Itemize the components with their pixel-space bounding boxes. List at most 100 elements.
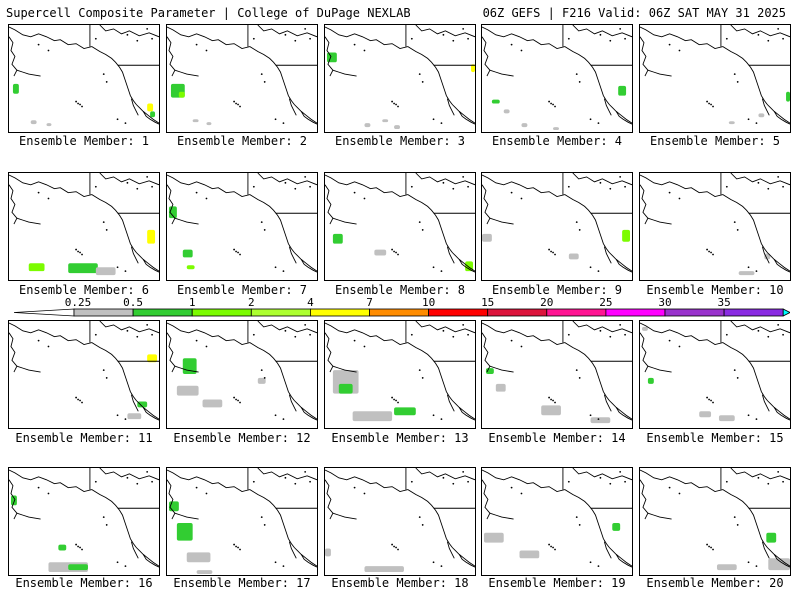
island xyxy=(777,324,780,326)
colorbar-tick-label: 20 xyxy=(540,296,553,309)
island xyxy=(233,100,235,103)
coastline xyxy=(288,246,297,264)
map-canvas xyxy=(640,321,790,422)
colorbar-tick-label: 0.25 xyxy=(65,296,92,309)
island xyxy=(81,548,83,551)
island xyxy=(599,181,602,184)
scp-shaded-area xyxy=(326,52,337,63)
island xyxy=(124,270,127,273)
island xyxy=(126,181,129,184)
island xyxy=(725,185,728,188)
ensemble-map-panel xyxy=(639,467,791,576)
island xyxy=(79,399,81,402)
ensemble-member-label: Ensemble Member: 4 xyxy=(491,134,623,148)
map-canvas xyxy=(167,468,317,575)
island xyxy=(767,187,770,190)
coastline xyxy=(332,217,357,225)
colorbar-tick-label: 7 xyxy=(366,296,373,309)
island xyxy=(309,333,311,336)
island xyxy=(575,369,578,371)
coastline xyxy=(647,69,672,77)
ensemble-member-label: Ensemble Member: 14 xyxy=(488,431,626,445)
coastline xyxy=(603,98,612,116)
island xyxy=(624,480,626,483)
island xyxy=(105,524,108,526)
header-title: Supercell Composite Parameter | College … xyxy=(6,6,411,20)
coastline xyxy=(640,184,649,225)
coastline xyxy=(99,173,159,186)
scp-shaded-area xyxy=(647,377,654,384)
island xyxy=(235,398,237,401)
island xyxy=(708,398,710,401)
coastline xyxy=(257,173,317,186)
island xyxy=(195,339,198,342)
scp-shaded-area xyxy=(641,326,648,331)
scp-shaded-area xyxy=(137,401,148,408)
ensemble-map-panel xyxy=(481,172,633,281)
scp-shaded-area xyxy=(495,383,506,392)
colorbar-segment xyxy=(369,308,429,317)
coastline xyxy=(489,365,514,373)
coastline xyxy=(325,469,475,567)
island xyxy=(309,185,311,188)
island xyxy=(237,546,239,549)
coastline xyxy=(257,468,317,481)
map-canvas xyxy=(9,468,159,573)
ensemble-member-label: Ensemble Member: 6 xyxy=(18,283,150,297)
scp-shaded-area xyxy=(206,122,212,126)
coastline xyxy=(257,25,317,38)
colorbar-segment xyxy=(723,308,784,317)
island xyxy=(782,185,784,188)
island xyxy=(77,545,79,548)
island xyxy=(124,418,127,421)
scp-shaded-area xyxy=(28,263,45,272)
coastline xyxy=(332,69,357,77)
map-canvas xyxy=(640,468,790,571)
scp-shaded-area xyxy=(176,385,199,396)
island xyxy=(624,333,626,336)
scp-shaded-area xyxy=(186,265,195,270)
island xyxy=(397,105,399,108)
scp-shaded-area xyxy=(612,522,621,531)
island xyxy=(609,187,612,190)
scp-shaded-area xyxy=(491,99,500,104)
island xyxy=(567,333,570,336)
ensemble-map-panel xyxy=(8,320,160,429)
coastline xyxy=(446,246,455,264)
coastline xyxy=(647,217,672,225)
ensemble-member-label: Ensemble Member: 9 xyxy=(491,283,623,297)
ensemble-member-label: Ensemble Member: 20 xyxy=(646,576,784,590)
island xyxy=(755,122,758,125)
island xyxy=(440,418,443,421)
coastline xyxy=(730,173,790,186)
ensemble-member-label: Ensemble Member: 8 xyxy=(334,283,466,297)
island xyxy=(195,191,198,194)
island xyxy=(418,221,421,223)
island xyxy=(550,545,552,548)
island xyxy=(233,248,235,251)
island xyxy=(757,181,760,184)
coastline xyxy=(482,174,632,272)
island xyxy=(619,324,622,326)
coastline xyxy=(130,541,139,559)
island xyxy=(421,81,424,83)
island xyxy=(452,187,455,190)
island xyxy=(126,329,129,332)
island xyxy=(37,486,40,489)
coastline xyxy=(640,332,649,373)
coastline xyxy=(489,69,514,77)
ensemble-map-panel xyxy=(481,24,633,133)
island xyxy=(47,49,50,52)
ensemble-map-panel xyxy=(166,24,318,133)
coastline xyxy=(130,246,139,264)
coastline xyxy=(458,259,475,273)
map-canvas xyxy=(325,321,475,422)
island xyxy=(260,516,263,518)
map-canvas xyxy=(482,321,632,424)
island xyxy=(151,333,153,336)
island xyxy=(391,248,393,251)
scp-shaded-area xyxy=(10,495,17,506)
coastline xyxy=(167,322,317,420)
island xyxy=(467,37,469,40)
island xyxy=(294,187,297,190)
